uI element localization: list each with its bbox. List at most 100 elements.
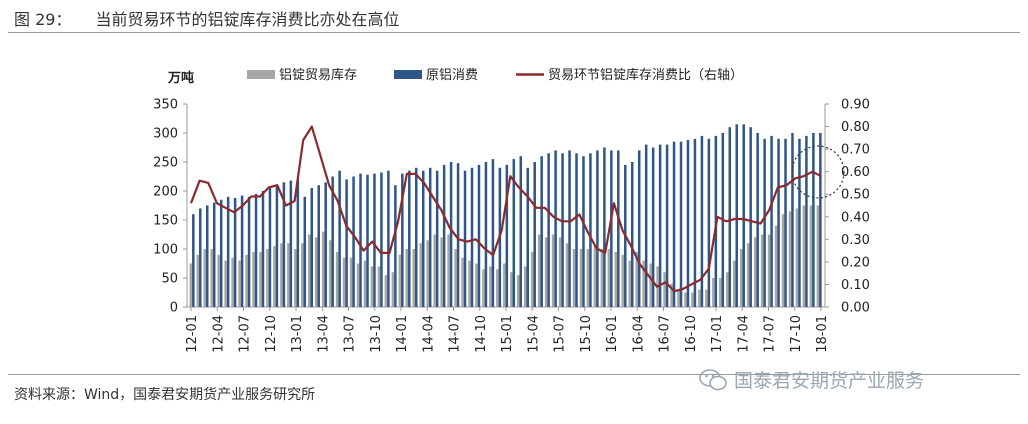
consumption-bar <box>338 170 341 307</box>
top-rule <box>8 32 1020 33</box>
consumption-bar <box>707 138 711 307</box>
inventory-bar <box>294 249 297 307</box>
consumption-bar <box>205 205 209 307</box>
inventory-bar <box>614 251 618 307</box>
y-tick-label: 350 <box>153 98 178 113</box>
x-tick-label: 18-01 <box>815 315 830 353</box>
x-tick-label: 14-10 <box>474 315 489 353</box>
source-note: 资料来源：Wind，国泰君安期货产业服务研究所 <box>14 387 316 403</box>
x-tick-label: 15-10 <box>579 315 594 353</box>
legend-label-inventory: 铝锭贸易库存 <box>279 67 357 83</box>
ratio-line <box>189 125 822 293</box>
inventory-bar <box>335 251 339 307</box>
x-tick-label: 16-07 <box>658 315 673 353</box>
consumption-bar <box>442 164 446 307</box>
inventory-bar <box>259 251 262 307</box>
bottom-rule <box>8 374 1020 375</box>
y2-tick-label: 0.70 <box>841 143 870 158</box>
consumption-bar <box>401 173 404 307</box>
inventory-bar <box>203 249 206 307</box>
watermark-text: 国泰君安期货产业服务 <box>734 370 925 392</box>
y-tick-label: 50 <box>161 272 178 287</box>
inventory-bar <box>732 260 736 307</box>
inventory-bar <box>503 263 506 307</box>
y-tick-label: 200 <box>153 185 178 200</box>
inventory-bar <box>565 243 569 307</box>
x-tick-label: 12-01 <box>185 315 200 353</box>
consumption-bar <box>484 162 488 307</box>
x-tick-label: 15-07 <box>553 315 568 353</box>
consumption-bar <box>749 127 752 307</box>
consumption-bar <box>366 174 369 307</box>
inventory-bar <box>273 246 276 307</box>
consumption-bar <box>261 191 265 307</box>
inventory-bar <box>496 269 499 307</box>
inventory-bar <box>231 257 234 307</box>
inventory-bar <box>419 243 422 307</box>
consumption-bar <box>352 176 355 307</box>
inventory-bar <box>287 243 290 307</box>
inventory-bar <box>217 254 220 307</box>
inventory-bar <box>816 205 820 307</box>
consumption-bar <box>575 153 578 307</box>
inventory-bar <box>475 263 478 307</box>
consumption-bar <box>547 153 550 307</box>
inventory-bar <box>705 289 708 307</box>
legend-label-ratio: 贸易环节铝锭库存消费比（右轴） <box>548 67 743 83</box>
consumption-bar <box>658 144 662 307</box>
inventory-bar <box>746 243 750 307</box>
consumption-bar <box>540 156 543 307</box>
consumption-bar <box>324 182 327 307</box>
inventory-bar <box>788 211 792 307</box>
consumption-bar <box>219 199 223 307</box>
inventory-bar <box>530 251 534 307</box>
x-tick-label: 16-10 <box>684 315 699 353</box>
consumption-bar <box>596 150 599 307</box>
x-tick-label: 16-01 <box>605 315 620 353</box>
consumption-bar <box>637 150 641 307</box>
y2-tick-label: 0.40 <box>841 210 870 225</box>
inventory-bar <box>586 249 590 307</box>
y2-tick-label: 0.80 <box>841 120 870 135</box>
consumption-bar <box>505 164 509 307</box>
y-tick-label: 100 <box>153 243 178 258</box>
legend-swatch-consumption <box>394 70 422 79</box>
consumption-bar <box>359 173 362 307</box>
consumption-bar <box>303 196 307 307</box>
consumption-bar <box>199 208 202 307</box>
inventory-bar <box>280 243 283 307</box>
consumption-bar <box>651 147 655 307</box>
inventory-bar <box>412 249 416 307</box>
consumption-bar <box>240 195 244 307</box>
inventory-bar <box>767 234 771 307</box>
consumption-bar <box>463 170 467 307</box>
inventory-bar <box>774 225 778 307</box>
tick-labels: 0 50 100 150 200 250 300 350 0.00 0.10 0.20 0.30 0.4… <box>153 98 870 353</box>
inventory-bar <box>342 257 346 307</box>
inventory-bar <box>739 249 743 307</box>
inventory-bar <box>753 237 757 307</box>
consumption-bar <box>735 124 739 307</box>
y2-tick-label: 0.10 <box>841 278 870 293</box>
consumption-bar <box>477 164 481 307</box>
inventory-bar <box>663 272 666 307</box>
consumption-bar <box>819 133 822 307</box>
inventory-bar <box>726 272 729 307</box>
consumption-bar <box>512 159 516 307</box>
figure-title: 图 29： 当前贸易环节的铝锭库存消费比亦处在高位 <box>14 6 399 30</box>
y2-tick-label: 0.50 <box>841 188 870 203</box>
consumption-bar <box>470 167 474 307</box>
consumption-bar <box>644 144 648 307</box>
consumption-bar <box>282 182 286 307</box>
inventory-bar <box>628 260 631 307</box>
inventory-bar <box>649 263 652 307</box>
consumption-bar <box>428 167 432 307</box>
inventory-bar <box>238 260 241 307</box>
consumption-bar <box>672 141 676 307</box>
consumption-bar <box>296 179 300 307</box>
inventory-bar <box>447 234 450 307</box>
x-tick-label: 12-04 <box>211 315 226 353</box>
inventory-bar <box>781 214 785 307</box>
inventory-bar <box>572 249 576 307</box>
chart: 铝锭贸易库存 原铝消费 贸易环节铝锭库存消费比（右轴） 万吨 0 50 100 150 20… <box>153 67 870 353</box>
